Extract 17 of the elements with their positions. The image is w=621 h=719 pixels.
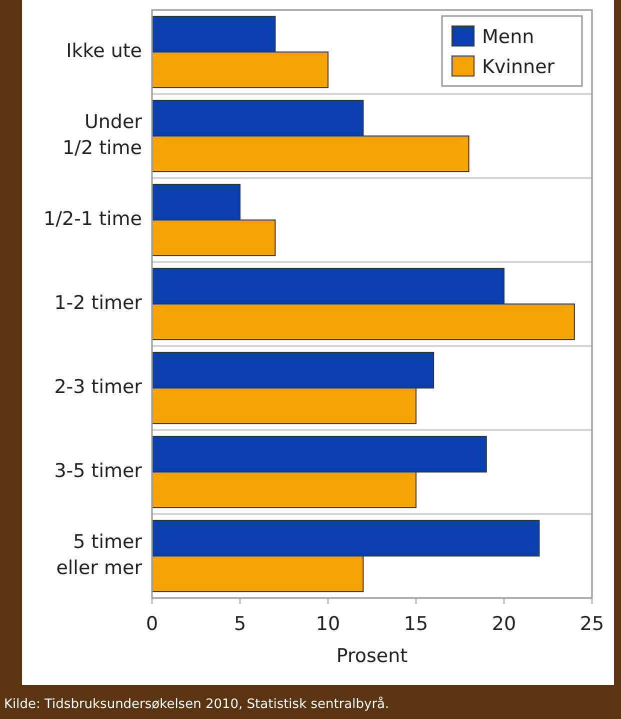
x-tick-label: 10 <box>316 613 340 635</box>
y-tick-label: 1/2-1 time <box>44 208 142 230</box>
y-tick-label: Under 1/2 time <box>62 111 142 160</box>
y-tick-label: 1-2 timer <box>54 292 142 314</box>
legend-label: Menn <box>482 26 534 48</box>
x-tick-label: 20 <box>492 613 516 635</box>
legend-label: Kvinner <box>482 56 555 78</box>
y-tick-label: Ikke ute <box>66 40 142 62</box>
y-tick-label: 2-3 timer <box>54 376 142 398</box>
x-tick-label: 25 <box>580 613 604 635</box>
x-tick-label: 0 <box>146 613 158 635</box>
text: Kilde: Tidsbruksundersøkelsen 2010, Statistisk sentralbyrå. <box>4 696 390 712</box>
x-tick-label: 5 <box>234 613 246 635</box>
x-tick-label: 15 <box>404 613 428 635</box>
y-tick-label: 3-5 timer <box>54 460 142 482</box>
x-axis-title: Prosent <box>336 645 408 667</box>
y-tick-label: 5 timer eller mer <box>56 531 142 580</box>
